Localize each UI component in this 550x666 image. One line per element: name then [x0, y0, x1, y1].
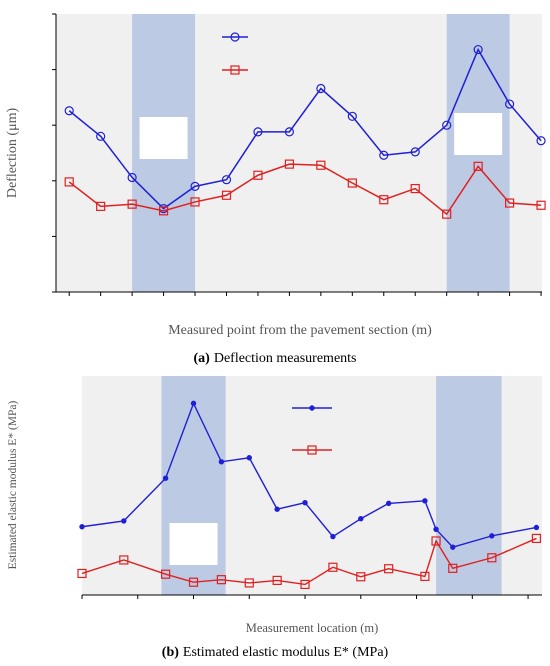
- data-point: [77, 568, 87, 579]
- deflection-axes: [52, 13, 542, 296]
- data-point: [385, 500, 392, 507]
- data-point: [347, 111, 357, 121]
- data-point: [358, 516, 364, 522]
- data-point: [489, 533, 495, 539]
- modulus-axes: [81, 594, 542, 599]
- data-point: [221, 190, 232, 200]
- deflection-y-axis-label: Deflection (μm): [5, 108, 20, 199]
- data-point: [316, 83, 326, 94]
- wpa-zone-label-box: [139, 117, 188, 159]
- modulus-y-axis-label: Estimated elastic modulus E* (MPa): [7, 401, 19, 570]
- data-point: [410, 147, 420, 157]
- data-point: [536, 136, 546, 146]
- wpa-zone-label-box: [454, 113, 503, 155]
- data-point: [284, 159, 295, 169]
- data-point: [410, 183, 420, 194]
- modulus-chart: Estimated elastic modulus E* (MPa) Measu…: [7, 376, 542, 660]
- data-point: [218, 459, 225, 465]
- wpa-zone-label-box: [169, 523, 218, 565]
- data-point: [127, 172, 137, 183]
- series-line-base: [68, 163, 542, 216]
- data-point: [244, 578, 254, 588]
- series-line-surface: [68, 47, 542, 210]
- data-point: [379, 150, 389, 160]
- data-point: [448, 563, 458, 573]
- modulus-caption: (b) Estimated elastic modulus E* (MPa): [162, 645, 389, 660]
- data-point: [442, 209, 452, 219]
- data-point: [450, 544, 456, 550]
- legend-marker: [309, 405, 315, 411]
- modulus-series: [77, 400, 542, 590]
- data-point: [274, 506, 280, 512]
- data-point: [300, 579, 310, 590]
- data-point: [328, 562, 338, 572]
- data-point: [158, 206, 169, 216]
- legend-marker: [230, 32, 240, 42]
- data-point: [188, 577, 199, 587]
- data-point: [221, 175, 232, 185]
- data-point: [96, 201, 106, 211]
- data-point: [505, 99, 515, 109]
- data-point: [64, 177, 74, 187]
- data-point: [253, 127, 263, 137]
- data-point: [246, 455, 252, 461]
- data-point: [379, 195, 389, 205]
- deflection-series: [64, 44, 546, 219]
- data-point: [121, 518, 127, 524]
- data-point: [487, 553, 497, 563]
- data-point: [190, 197, 200, 207]
- deflection-caption: (a) Deflection measurements: [194, 351, 357, 366]
- data-point: [384, 564, 394, 574]
- data-point: [473, 44, 483, 55]
- data-point: [433, 526, 439, 532]
- data-point: [330, 533, 336, 540]
- legend-marker: [230, 65, 240, 75]
- data-point: [531, 533, 542, 544]
- data-point: [473, 161, 483, 171]
- data-point: [356, 572, 366, 582]
- series-line-surface: [81, 401, 537, 548]
- deflection-chart: Deflection (μm) Measured point from the …: [5, 13, 546, 366]
- data-point: [161, 569, 171, 579]
- data-point: [533, 524, 540, 531]
- data-point: [302, 499, 308, 506]
- data-point: [119, 555, 129, 565]
- deflection-caption-text: Deflection measurements: [214, 351, 357, 366]
- deflection-legend: [222, 32, 248, 75]
- series-line-base: [81, 537, 537, 586]
- data-point: [162, 475, 169, 481]
- modulus-x-axis-label: Measurement location (m): [246, 621, 379, 635]
- data-point: [96, 131, 106, 141]
- data-point: [536, 200, 546, 210]
- data-point: [190, 181, 200, 191]
- data-point: [272, 575, 282, 586]
- data-point: [431, 536, 441, 546]
- data-point: [422, 498, 428, 504]
- modulus-caption-text: Estimated elastic modulus E* (MPa): [183, 645, 389, 660]
- data-point: [284, 127, 295, 137]
- data-point: [79, 524, 85, 530]
- deflection-zones: [132, 14, 510, 292]
- legend-marker: [307, 445, 317, 455]
- data-point: [420, 571, 430, 581]
- deflection-x-axis-label: Measured point from the pavement section…: [168, 323, 432, 338]
- data-point: [253, 170, 263, 180]
- modulus-legend: [292, 405, 332, 455]
- data-point: [442, 120, 452, 130]
- data-point: [190, 400, 197, 407]
- data-point: [316, 160, 326, 170]
- data-point: [64, 106, 74, 116]
- deflection-caption-letter: (a): [194, 351, 211, 366]
- data-point: [127, 199, 137, 209]
- data-point: [505, 198, 515, 208]
- data-point: [216, 575, 226, 585]
- modulus-caption-letter: (b): [162, 645, 179, 660]
- data-point: [347, 178, 357, 188]
